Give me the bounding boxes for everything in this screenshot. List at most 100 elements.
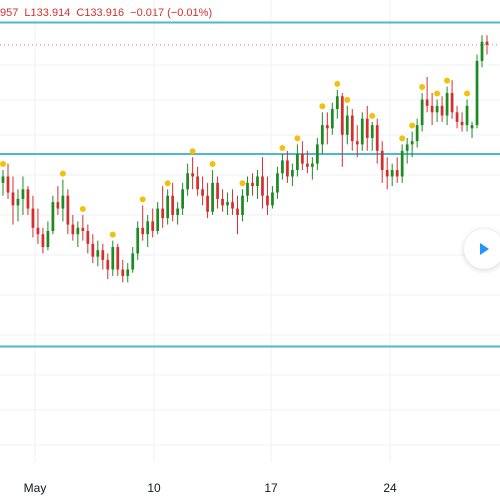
candle-body [1, 176, 5, 183]
pivot-marker [279, 145, 286, 151]
candle-body [116, 247, 120, 270]
candle-body [385, 170, 389, 177]
candle-body [460, 121, 464, 126]
legend-high: 957 [0, 7, 19, 19]
candle-body [370, 125, 374, 138]
candle-body [345, 115, 349, 135]
x-tick-label: 10 [147, 481, 161, 495]
candle-body [470, 125, 474, 129]
candle-body [206, 195, 209, 212]
candle-body [475, 60, 479, 126]
candle-body [310, 163, 314, 167]
candle-body [266, 195, 269, 206]
pivot-marker [409, 122, 416, 129]
candle-body [480, 41, 484, 61]
candle-body [101, 250, 105, 260]
candle-body [445, 93, 449, 116]
candle-body [365, 118, 369, 138]
candle-body [36, 227, 40, 235]
pivot-marker [444, 77, 451, 84]
pivot-marker [369, 112, 376, 119]
candle-body [440, 105, 444, 116]
candle-body [355, 141, 359, 145]
pivot-marker [79, 205, 86, 212]
candle-body [325, 125, 329, 129]
legend-change: −0.017 (−0.01%) [130, 7, 213, 19]
candle-body [400, 150, 404, 177]
candle-body [430, 105, 434, 113]
candle-body [425, 99, 429, 106]
candle-body [261, 176, 264, 196]
candle-body [106, 259, 110, 270]
candle-body [31, 208, 35, 228]
candle-body [410, 141, 414, 145]
candle-body [146, 221, 150, 235]
candle-body [66, 195, 70, 225]
candle-body [435, 105, 439, 113]
candle-body [450, 93, 454, 113]
pivot-marker [399, 135, 406, 142]
candle-body [415, 125, 419, 142]
pivot-marker [189, 148, 196, 155]
legend-low: L133.914 [24, 7, 71, 19]
candle-body [216, 182, 219, 199]
candle-body [211, 182, 214, 212]
candle-body [256, 176, 259, 187]
candle-body [6, 176, 10, 193]
candle-body [126, 269, 130, 276]
candle-body [81, 227, 85, 231]
candle-body [405, 144, 409, 151]
candle-body [291, 170, 294, 177]
candle-body [201, 189, 204, 196]
pivot-marker [344, 96, 351, 103]
candle-body [111, 247, 115, 270]
candle-body [221, 198, 224, 206]
candle-body [350, 115, 354, 142]
candle-body [380, 150, 384, 171]
x-tick-label: 24 [383, 481, 397, 495]
x-tick-label: 17 [264, 481, 278, 495]
candle-body [301, 154, 304, 164]
price-legend: 957 L133.914 C133.916 −0.017 (−0.01%) [0, 7, 215, 19]
candle-body [51, 202, 55, 231]
candle-body [166, 195, 170, 219]
pivot-marker [434, 90, 441, 97]
candle-body [91, 243, 95, 257]
pivot-marker [319, 103, 326, 110]
candle-body [420, 99, 424, 126]
candle-body [330, 109, 334, 129]
candle-body [96, 250, 100, 257]
candle-body [360, 118, 364, 145]
candle-body [226, 202, 229, 206]
scroll-to-realtime-button[interactable] [464, 229, 500, 269]
pivot-marker [109, 231, 116, 238]
candle-body [76, 227, 80, 235]
pivot-marker [0, 161, 6, 168]
candle-body [131, 253, 135, 270]
pivot-marker [334, 80, 341, 87]
pivot-marker [209, 161, 216, 168]
candle-body [141, 227, 145, 235]
candle-body [395, 170, 399, 177]
candle-body [286, 160, 289, 177]
candle-body [86, 231, 90, 244]
candle-body [271, 192, 274, 206]
candle-body [276, 173, 279, 193]
candle-body [156, 208, 160, 231]
candle-body [11, 192, 15, 206]
candle-body [151, 221, 155, 231]
candle-body [121, 269, 125, 276]
candle-body [281, 160, 284, 174]
candle-body [71, 224, 75, 235]
pivot-marker [59, 170, 66, 177]
play-icon [480, 243, 489, 255]
candle-body [236, 208, 239, 215]
candle-body [171, 195, 175, 215]
candle-body [296, 154, 299, 171]
candle-body [16, 198, 20, 206]
candle-body [305, 163, 309, 167]
candle-body [161, 208, 165, 219]
candle-body [196, 176, 199, 190]
candle-body [21, 189, 25, 199]
